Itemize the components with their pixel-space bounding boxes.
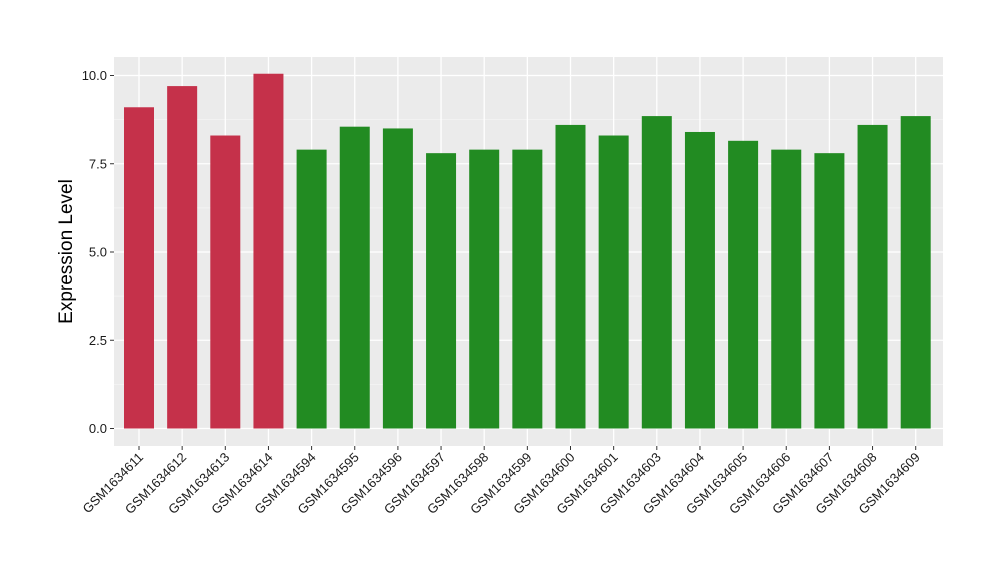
bar-gsm1634611: [124, 107, 154, 429]
y-tick-label: 7.5: [89, 156, 107, 171]
bar-gsm1634605: [728, 140, 759, 429]
y-tick-label: 2.5: [89, 333, 107, 348]
bar-gsm1634595: [339, 126, 370, 429]
bar-gsm1634598: [469, 149, 500, 429]
y-axis-title: Expression Level: [56, 179, 77, 324]
y-tick-label: 10.0: [82, 68, 107, 83]
bar-gsm1634612: [167, 86, 198, 429]
bars: [124, 73, 931, 429]
y-tick-label: 0.0: [89, 421, 107, 436]
bar-gsm1634596: [382, 128, 413, 429]
bar-gsm1634607: [814, 153, 845, 429]
bar-gsm1634594: [296, 149, 327, 429]
bar-gsm1634597: [426, 153, 457, 429]
bar-gsm1634599: [512, 149, 543, 429]
bar-gsm1634609: [900, 116, 931, 429]
bar-gsm1634603: [641, 116, 672, 429]
bar-gsm1634606: [771, 149, 802, 429]
bar-gsm1634608: [857, 124, 888, 429]
bar-gsm1634601: [598, 135, 629, 429]
bar-gsm1634604: [684, 131, 715, 429]
bar-gsm1634614: [253, 73, 284, 429]
y-axis: 0.0 2.5 5.0 7.5 10.0: [82, 68, 114, 436]
x-axis: GSM1634611GSM1634612GSM1634613GSM1634614…: [79, 446, 923, 517]
y-tick-label: 5.0: [89, 245, 107, 260]
bar-gsm1634600: [555, 124, 586, 429]
bar-gsm1634613: [210, 135, 241, 429]
